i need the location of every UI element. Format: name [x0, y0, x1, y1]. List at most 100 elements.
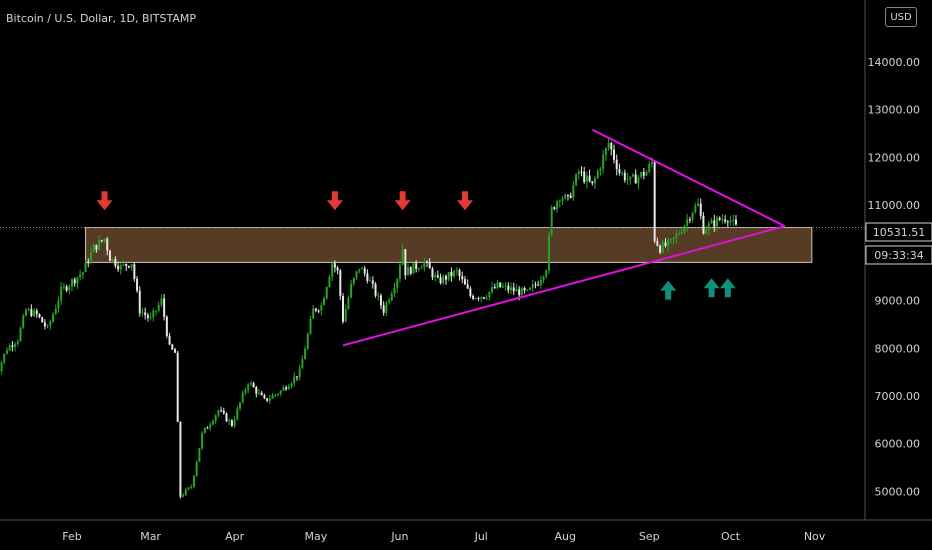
candle	[566, 194, 569, 201]
candle	[220, 406, 223, 413]
candle	[46, 323, 49, 329]
candle	[569, 192, 572, 199]
candle	[168, 332, 171, 346]
candle	[249, 380, 252, 387]
candle	[76, 276, 79, 289]
candle	[27, 307, 30, 312]
candle	[453, 269, 456, 279]
candle	[715, 215, 718, 232]
annotation-arrows	[96, 191, 736, 300]
candle	[409, 266, 412, 276]
candle	[431, 266, 434, 280]
price-tick-label: 5000.00	[875, 485, 921, 498]
time-tick-label: Mar	[140, 530, 161, 543]
candle	[428, 258, 431, 269]
candle	[57, 296, 60, 313]
candle	[325, 286, 328, 300]
candle	[480, 296, 483, 303]
candle	[111, 258, 114, 264]
candle	[68, 284, 71, 295]
candle	[683, 224, 686, 235]
candle	[542, 275, 545, 284]
candle	[95, 244, 98, 253]
arrow-down-icon	[456, 191, 473, 211]
price-tick-label: 7000.00	[875, 390, 921, 403]
candle	[718, 216, 721, 222]
candle	[206, 426, 209, 429]
candle	[466, 279, 469, 290]
candle	[645, 170, 648, 176]
candle	[276, 393, 279, 397]
candle	[669, 238, 672, 244]
candle	[217, 409, 220, 418]
candle	[469, 286, 472, 299]
candle	[184, 487, 187, 497]
candle	[89, 247, 92, 265]
currency-button[interactable]: USD	[885, 7, 917, 27]
candle	[87, 258, 90, 268]
price-tick-label: 11000.00	[868, 199, 921, 212]
candle	[634, 169, 637, 184]
candle	[152, 307, 155, 322]
candle	[388, 297, 391, 305]
candle	[648, 160, 651, 174]
svg-text:09:33:34: 09:33:34	[874, 249, 923, 262]
candle	[680, 226, 683, 235]
candle	[461, 271, 464, 284]
candle	[187, 486, 190, 491]
candle	[510, 282, 513, 295]
candle	[114, 256, 117, 269]
candle	[52, 312, 55, 323]
candle	[526, 289, 529, 292]
candle	[122, 260, 125, 267]
symbol-title: Bitcoin / U.S. Dollar, 1D, BITSTAMP	[6, 12, 196, 25]
candle	[241, 390, 244, 404]
candle	[14, 341, 17, 352]
support-zone-box	[85, 227, 813, 263]
candle	[347, 295, 350, 311]
candle	[504, 281, 507, 292]
arrow-down-icon	[394, 191, 411, 211]
candle	[734, 214, 737, 226]
candle	[382, 301, 385, 316]
candle	[545, 268, 548, 279]
candle	[726, 219, 729, 228]
price-tick-label: 6000.00	[875, 438, 921, 451]
candle	[583, 166, 586, 184]
candle	[439, 273, 442, 285]
candle	[491, 282, 494, 295]
time-tick-label: May	[305, 530, 328, 543]
candle	[415, 260, 418, 273]
candle	[531, 280, 534, 293]
candle	[724, 214, 727, 224]
candle	[24, 308, 27, 317]
candle	[258, 388, 260, 396]
candle-series	[0, 137, 737, 499]
arrow-up-icon	[660, 280, 677, 300]
candle	[358, 269, 361, 274]
time-axis[interactable]: Feb Mar Apr May Jun Jul Aug Sep Oct Nov	[62, 530, 826, 543]
candle	[5, 347, 8, 355]
candle	[520, 286, 523, 296]
candle	[401, 244, 404, 266]
candle	[19, 326, 22, 342]
candle	[515, 284, 518, 292]
time-tick-label: Aug	[554, 530, 575, 543]
candle	[155, 310, 158, 316]
candle	[455, 266, 458, 276]
candle	[553, 206, 556, 211]
candle	[442, 274, 445, 286]
candle	[22, 313, 25, 329]
candle	[572, 181, 575, 201]
candle	[244, 387, 247, 396]
candle	[100, 239, 103, 243]
candle	[222, 407, 225, 415]
candle	[73, 277, 76, 287]
candle	[98, 235, 101, 251]
candle	[60, 282, 63, 306]
candle	[575, 173, 578, 187]
candle	[260, 390, 263, 396]
candle	[642, 167, 645, 180]
